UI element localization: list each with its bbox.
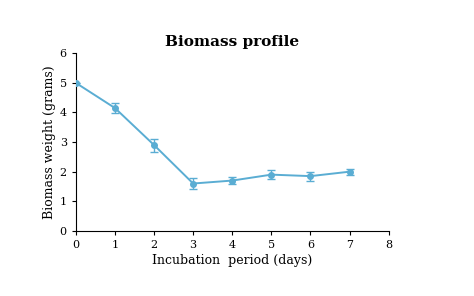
Title: Biomass profile: Biomass profile <box>165 35 299 49</box>
Y-axis label: Biomass weight (grams): Biomass weight (grams) <box>43 65 55 219</box>
X-axis label: Incubation  period (days): Incubation period (days) <box>152 254 312 267</box>
